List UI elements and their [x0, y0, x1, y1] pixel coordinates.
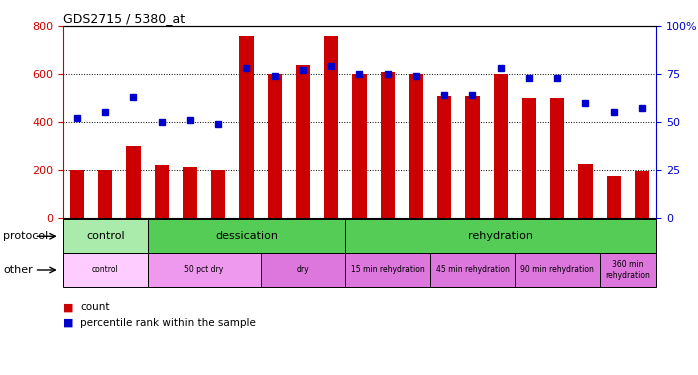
Bar: [579, 164, 593, 218]
Bar: [260, 253, 346, 287]
Bar: [550, 98, 564, 218]
Bar: [211, 170, 225, 217]
Bar: [635, 171, 649, 217]
Text: percentile rank within the sample: percentile rank within the sample: [80, 318, 256, 327]
Bar: [409, 74, 423, 217]
Bar: [352, 74, 366, 217]
Text: rehydration: rehydration: [468, 231, 533, 241]
Text: control: control: [92, 266, 119, 274]
Bar: [430, 253, 515, 287]
Bar: [126, 146, 140, 218]
Bar: [239, 36, 253, 218]
Bar: [147, 219, 346, 253]
Bar: [346, 219, 656, 253]
Bar: [296, 64, 310, 218]
Bar: [267, 74, 282, 217]
Bar: [183, 167, 197, 217]
Bar: [437, 96, 452, 218]
Text: control: control: [86, 231, 124, 241]
Bar: [324, 36, 339, 218]
Bar: [70, 170, 84, 217]
Bar: [98, 170, 112, 217]
Text: dry: dry: [297, 266, 309, 274]
Bar: [522, 98, 536, 218]
Bar: [63, 253, 147, 287]
Text: 15 min rehydration: 15 min rehydration: [351, 266, 424, 274]
Text: dessication: dessication: [215, 231, 278, 241]
Text: ■: ■: [63, 318, 73, 327]
Bar: [346, 253, 430, 287]
Bar: [380, 72, 395, 217]
Bar: [607, 176, 621, 217]
Text: other: other: [3, 265, 34, 275]
Bar: [63, 219, 147, 253]
Text: 50 pct dry: 50 pct dry: [184, 266, 223, 274]
Text: count: count: [80, 303, 110, 312]
Text: protocol: protocol: [3, 231, 49, 241]
Bar: [155, 165, 169, 218]
Bar: [493, 74, 507, 217]
Text: ■: ■: [63, 303, 73, 312]
Text: 45 min rehydration: 45 min rehydration: [436, 266, 510, 274]
Text: 90 min rehydration: 90 min rehydration: [520, 266, 594, 274]
Bar: [600, 253, 656, 287]
Bar: [515, 253, 600, 287]
Bar: [147, 253, 260, 287]
Text: GDS2715 / 5380_at: GDS2715 / 5380_at: [63, 12, 185, 25]
Bar: [466, 96, 480, 218]
Text: 360 min
rehydration: 360 min rehydration: [605, 260, 651, 280]
